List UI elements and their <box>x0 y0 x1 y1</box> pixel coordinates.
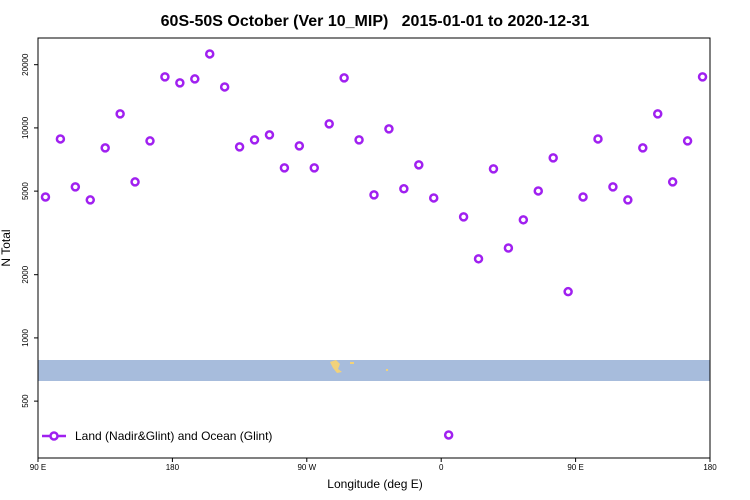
y-tick-label: 10000 <box>21 116 30 139</box>
x-axis-label: Longitude (deg E) <box>327 477 422 491</box>
x-tick-label: 0 <box>439 463 444 472</box>
point <box>667 177 678 187</box>
point <box>399 184 409 194</box>
point <box>414 160 424 170</box>
point <box>593 134 603 144</box>
point <box>234 142 245 152</box>
point <box>264 130 275 140</box>
point <box>369 190 379 200</box>
point <box>518 215 529 225</box>
point <box>339 73 349 83</box>
point <box>204 49 215 59</box>
point <box>249 135 260 145</box>
point <box>175 78 185 88</box>
y-tick-label: 5000 <box>21 182 30 200</box>
point <box>309 163 320 173</box>
point <box>488 164 499 174</box>
point <box>219 82 230 92</box>
point <box>384 124 394 134</box>
point <box>279 163 290 173</box>
y-tick-label: 20000 <box>21 53 30 76</box>
plot-frame <box>37 37 711 459</box>
point <box>548 153 558 163</box>
point <box>145 136 155 146</box>
point <box>428 193 439 203</box>
map-strip <box>38 360 710 381</box>
point <box>115 109 125 119</box>
point <box>473 254 484 264</box>
point <box>55 134 66 144</box>
point <box>40 192 51 202</box>
point <box>294 141 305 151</box>
point <box>503 243 514 253</box>
x-tick-label: 90 W <box>297 463 316 472</box>
point <box>697 72 708 82</box>
x-tick-label: 90 E <box>30 463 46 472</box>
legend-label: Land (Nadir&Glint) and Ocean (Glint) <box>75 429 272 443</box>
x-tick-label: 180 <box>703 463 717 472</box>
point <box>682 136 693 146</box>
point <box>70 182 81 192</box>
point <box>608 182 618 192</box>
point <box>578 192 588 202</box>
y-tick-label: 1000 <box>21 328 30 346</box>
y-axis-label: N Total <box>0 229 13 266</box>
point <box>354 135 364 145</box>
chart-title: 60S-50S October (Ver 10_MIP) 2015-01-01 … <box>161 13 590 30</box>
x-tick-label: 180 <box>166 463 180 472</box>
point <box>533 186 544 196</box>
y-tick-label: 500 <box>21 394 30 408</box>
y-tick-label: 2000 <box>21 265 30 283</box>
point <box>130 177 140 187</box>
point <box>638 143 648 153</box>
point <box>190 74 200 84</box>
point <box>324 119 334 129</box>
point <box>100 143 110 153</box>
point <box>623 195 633 205</box>
point <box>160 72 170 82</box>
point <box>458 212 469 222</box>
point <box>563 286 573 297</box>
x-tick-label: 90 E <box>567 463 583 472</box>
point <box>652 109 663 119</box>
point <box>443 430 454 440</box>
point <box>85 195 96 205</box>
legend-marker <box>49 431 59 441</box>
